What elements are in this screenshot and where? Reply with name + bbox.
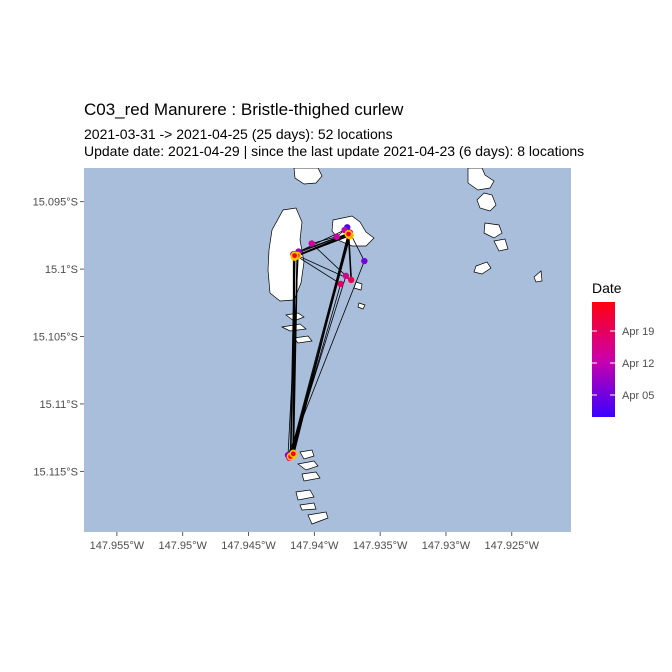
location-point-recent <box>290 251 299 260</box>
track-segment <box>294 232 351 255</box>
legend-colorbar <box>592 302 615 417</box>
islet-mid-2 <box>357 302 366 310</box>
y-axis-ticks <box>80 201 84 472</box>
x-tick-label: 147.955°W <box>90 540 145 552</box>
track-segment <box>311 236 337 244</box>
island-e-1 <box>473 261 492 275</box>
islet-s-7 <box>295 489 315 501</box>
y-tick-label: 15.1°S <box>45 264 78 276</box>
y-tick-label: 15.095°S <box>33 197 78 209</box>
location-point <box>308 240 315 247</box>
islet-s-4 <box>299 449 315 460</box>
y-tick-label: 15.11°S <box>40 399 78 411</box>
location-points <box>284 224 368 462</box>
location-point <box>347 276 355 284</box>
islet-s-5 <box>297 460 319 471</box>
y-tick-label: 15.105°S <box>33 332 78 344</box>
track-segment <box>294 253 352 281</box>
island-ne-2 <box>476 192 497 212</box>
x-tick-label: 147.945°W <box>221 540 276 552</box>
x-tick-label: 147.94°W <box>290 540 339 552</box>
x-axis-labels: 147.955°W 147.95°W 147.945°W 147.94°W 147.93… <box>90 540 540 552</box>
islet-s-9 <box>307 511 329 525</box>
x-tick-label: 147.95°W <box>158 540 207 552</box>
island-ne-1 <box>467 168 495 191</box>
island-e-2 <box>533 270 543 283</box>
track-segment <box>292 233 350 455</box>
x-tick-label: 147.935°W <box>353 540 408 552</box>
map-title: C03_red Manurere : Bristle-thighed curle… <box>84 100 404 119</box>
location-point <box>342 272 350 280</box>
y-tick-label: 15.115°S <box>33 466 78 478</box>
location-point <box>333 233 340 240</box>
legend-label: Apr 12 <box>622 358 654 370</box>
location-point-recent <box>344 230 353 239</box>
island-north-small <box>293 168 323 185</box>
map-subtitle-update: Update date: 2021-04-29 | since the last… <box>84 143 585 159</box>
location-point <box>361 257 368 265</box>
track-segment <box>295 255 341 285</box>
x-tick-label: 147.925°W <box>484 540 539 552</box>
islet-s-6 <box>301 471 321 482</box>
track-segment <box>292 255 296 454</box>
y-axis-labels: 15.095°S 15.1°S 15.105°S 15.11°S 15.115°S <box>33 197 78 479</box>
map-subtitle-period: 2021-03-31 -> 2021-04-25 (25 days): 52 l… <box>84 126 393 142</box>
legend-label: Apr 19 <box>622 326 654 338</box>
islet-s-8 <box>299 502 317 511</box>
sea-panel <box>84 168 571 532</box>
x-tick-label: 147.93°W <box>422 540 471 552</box>
legend-ticks <box>592 330 615 396</box>
location-point-recent <box>289 449 298 458</box>
island-ne-4 <box>493 238 509 252</box>
islet-s-3 <box>293 335 313 344</box>
legend-title: Date <box>592 280 622 296</box>
island-ne-3 <box>483 222 503 239</box>
x-axis-ticks <box>116 532 513 536</box>
legend-label: Apr 05 <box>622 390 654 402</box>
location-point <box>337 280 344 288</box>
